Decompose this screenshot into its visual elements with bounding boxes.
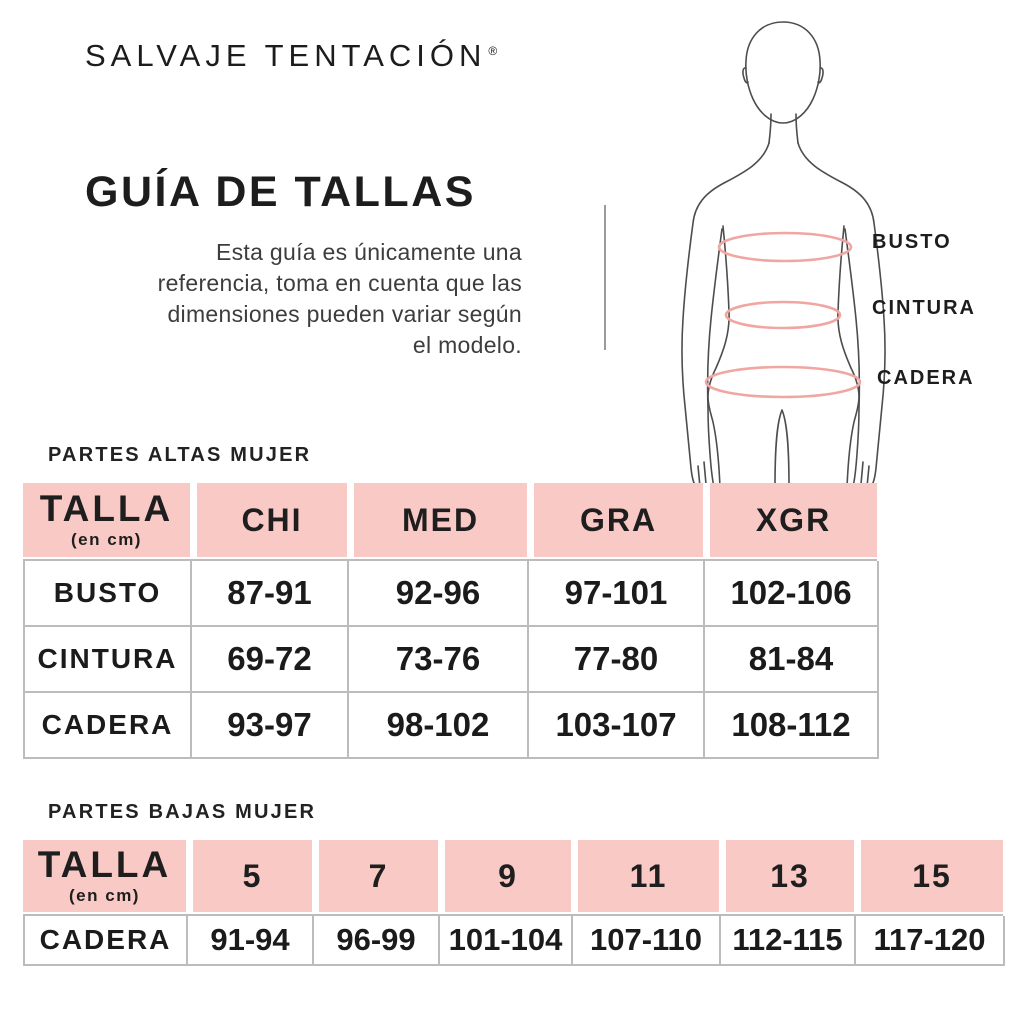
column-header: XGR [703,483,877,557]
vertical-divider [604,205,606,350]
column-header: 13 [719,840,854,912]
silhouette-torso-left [707,225,730,488]
table-header-row: TALLA (en cm) 5 7 9 11 13 15 [23,840,1003,912]
description-line: el modelo. [412,332,522,358]
column-header: CHI [190,483,347,557]
column-header: MED [347,483,527,557]
size-value: 107-110 [573,916,721,966]
size-header-label: TALLA [39,488,174,529]
size-value: 97-101 [529,561,705,627]
section-title-bottoms: PARTES BAJAS MUJER [48,801,317,823]
size-value: 102-106 [705,561,879,627]
size-unit-label: (en cm) [71,530,142,549]
size-value: 112-115 [721,916,856,966]
size-value: 77-80 [529,627,705,693]
silhouette-torso-right [837,225,860,488]
table-body: CADERA 91-94 96-99 101-104 107-110 112-1… [23,914,1005,966]
table-body: BUSTO 87-91 92-96 97-101 102-106 CINTURA… [23,559,879,759]
section-title-tops: PARTES ALTAS MUJER [48,444,312,466]
description-line: Esta guía es únicamente una [215,239,522,265]
size-value: 69-72 [192,627,349,693]
silhouette-right-arm [797,142,886,488]
silhouette-left-arm [681,142,770,488]
description-line: referencia, toma en cuenta que las [157,270,522,296]
size-value: 117-120 [856,916,1005,966]
waist-measure-line [724,300,842,330]
waist-label: CINTURA [872,297,976,319]
size-value: 92-96 [349,561,529,627]
silhouette-head [745,21,821,124]
intro-description: Esta guía es únicamente una referencia, … [85,237,522,361]
column-header: 15 [854,840,1003,912]
size-value: 108-112 [705,693,879,759]
intro-section: GUÍA DE TALLAS Esta guía es únicamente u… [85,168,522,361]
page-title: GUÍA DE TALLAS [85,168,476,216]
registered-mark-icon: ® [488,43,498,58]
row-label: CADERA [25,916,188,966]
size-value: 98-102 [349,693,529,759]
size-header-label: TALLA [37,844,172,885]
column-header: 5 [186,840,312,912]
column-header: 7 [312,840,438,912]
size-value: 96-99 [314,916,440,966]
brand-name: SALVAJE TENTACIÓN [85,38,487,73]
size-header-cell: TALLA (en cm) [23,483,190,557]
brand-logo: SALVAJE TENTACIÓN ® [85,38,497,74]
tops-size-table: TALLA (en cm) CHI MED GRA XGR BUSTO 87-9… [23,483,879,759]
size-value: 87-91 [192,561,349,627]
hip-label: CADERA [877,367,975,389]
bust-measure-line [717,231,853,263]
body-silhouette [681,21,886,488]
size-unit-label: (en cm) [69,886,140,905]
size-value: 93-97 [192,693,349,759]
size-value: 81-84 [705,627,879,693]
row-label: BUSTO [25,561,192,627]
size-header-cell: TALLA (en cm) [23,840,186,912]
row-label: CINTURA [25,627,192,693]
bottoms-size-table: TALLA (en cm) 5 7 9 11 13 15 CADERA 91-9… [23,840,1005,966]
bust-label: BUSTO [872,231,952,253]
size-value: 103-107 [529,693,705,759]
size-value: 73-76 [349,627,529,693]
row-label: CADERA [25,693,192,759]
hip-measure-line [704,365,862,399]
column-header: 9 [438,840,571,912]
size-value: 91-94 [188,916,314,966]
column-header: 11 [571,840,719,912]
description-line: dimensiones pueden variar según [167,301,522,327]
size-value: 101-104 [440,916,573,966]
table-header-row: TALLA (en cm) CHI MED GRA XGR [23,483,877,557]
column-header: GRA [527,483,703,557]
